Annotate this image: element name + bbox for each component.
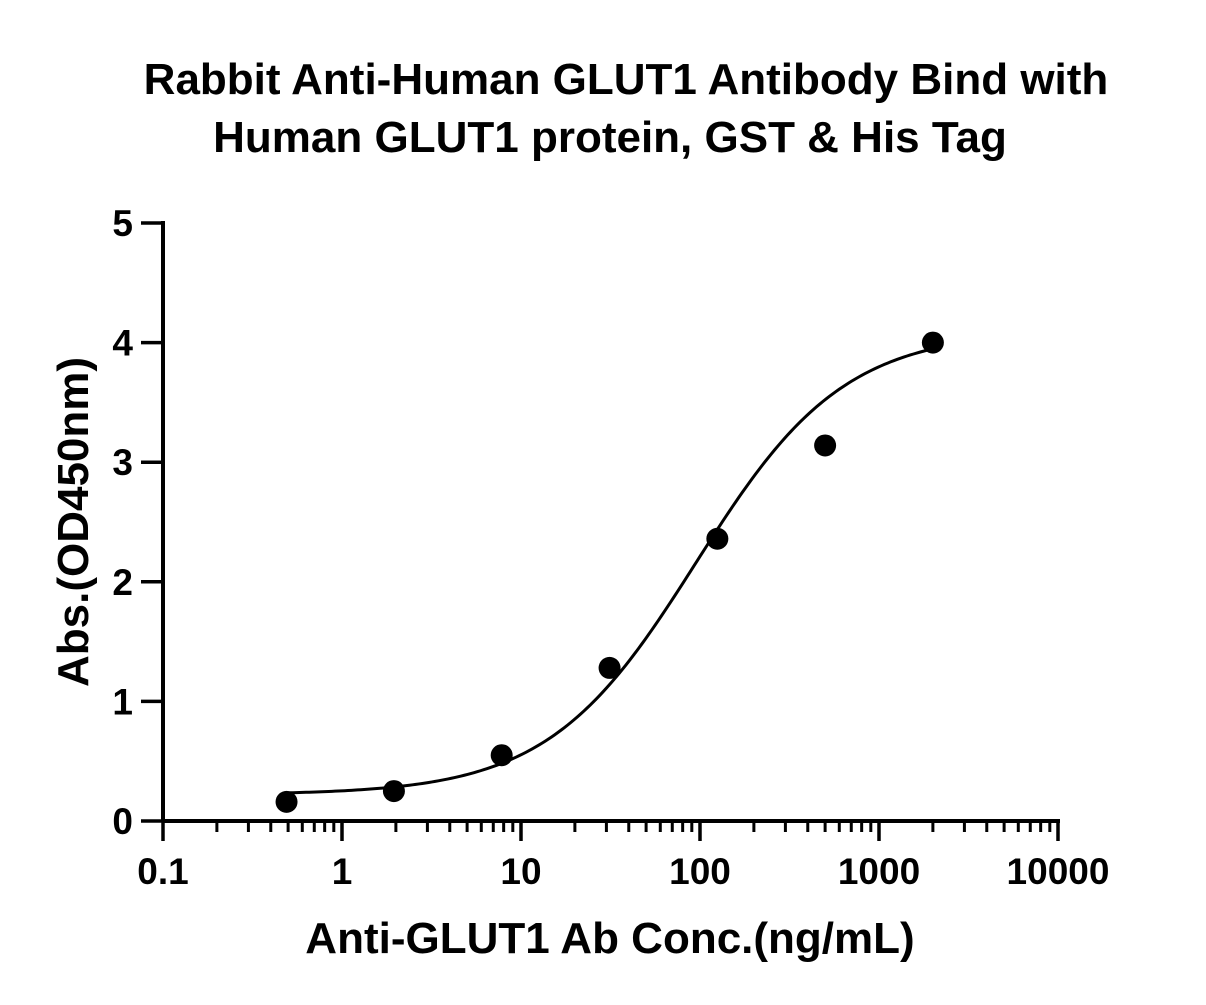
y-tick-label: 3 bbox=[112, 442, 133, 483]
chart-title-line-1: Rabbit Anti-Human GLUT1 Antibody Bind wi… bbox=[144, 55, 1109, 104]
x-axis-label: Anti-GLUT1 Ab Conc.(ng/mL) bbox=[305, 914, 914, 963]
y-axis: 0 1 2 3 4 5 bbox=[112, 203, 165, 842]
chart-title-line-2: Human GLUT1 protein, GST & His Tag bbox=[213, 113, 1007, 162]
data-point bbox=[275, 790, 298, 813]
data-point bbox=[490, 744, 513, 767]
x-axis: 0.1 1 10 100 1000 10000 bbox=[137, 819, 1110, 892]
y-tick-label: 5 bbox=[112, 203, 133, 244]
x-tick-label: 10 bbox=[500, 851, 541, 892]
data-point bbox=[706, 527, 729, 550]
x-tick-label: 1000 bbox=[838, 851, 920, 892]
data-point bbox=[382, 780, 405, 803]
fit-curve bbox=[286, 347, 934, 795]
y-axis-label: Abs.(OD450nm) bbox=[49, 357, 98, 687]
y-tick-label: 4 bbox=[112, 323, 133, 364]
data-point bbox=[598, 656, 621, 679]
x-tick-label: 0.1 bbox=[137, 851, 188, 892]
y-tick-label: 2 bbox=[112, 562, 133, 603]
data-points bbox=[275, 331, 944, 813]
y-tick-label: 0 bbox=[112, 801, 133, 842]
x-tick-label: 100 bbox=[669, 851, 731, 892]
x-tick-label: 10000 bbox=[1007, 851, 1110, 892]
fit-curve-group bbox=[286, 347, 934, 795]
data-point bbox=[814, 434, 837, 457]
x-tick-label: 1 bbox=[332, 851, 353, 892]
data-point bbox=[921, 331, 944, 354]
y-tick-label: 1 bbox=[112, 681, 133, 722]
